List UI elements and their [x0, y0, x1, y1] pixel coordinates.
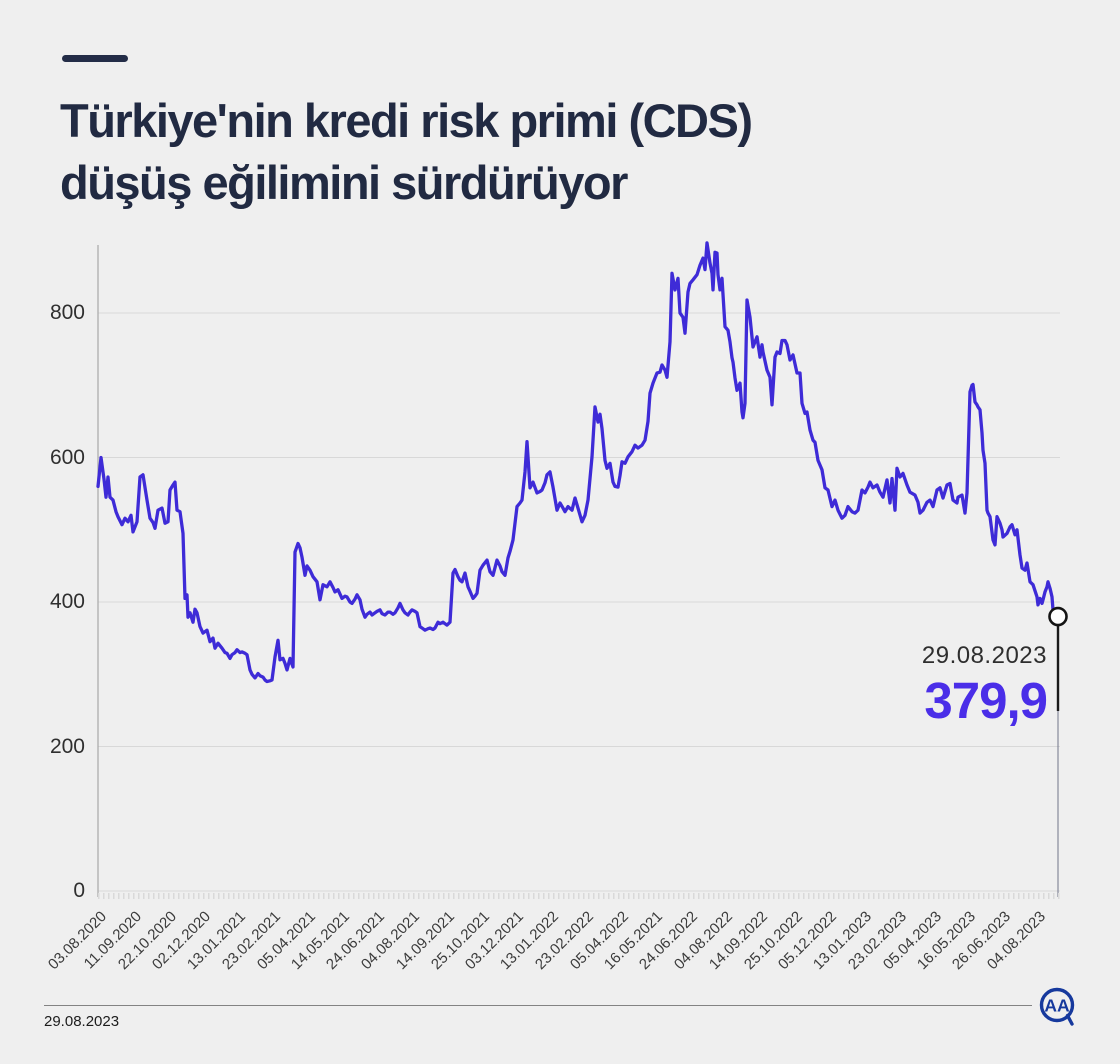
last-point-marker: [1048, 606, 1068, 627]
aa-logo-text: AA: [1044, 996, 1070, 1016]
y-tick-label-0: 0: [73, 879, 85, 902]
annotation-date: 29.08.2023: [921, 642, 1047, 669]
annotation-value: 379,9: [924, 672, 1048, 729]
y-tick-label-600: 600: [49, 445, 85, 469]
aa-logo: AA: [1034, 984, 1080, 1030]
footer-divider: [44, 1005, 1032, 1006]
accent-dash: [62, 55, 128, 62]
aa-logo-leg: [1065, 1013, 1074, 1026]
y-tick-label-200: 200: [49, 734, 85, 758]
y-tick-label-400: 400: [49, 590, 85, 613]
cds-series-line: [96, 241, 1060, 684]
title-line-2: düşüş eğilimini sürdürüyor: [60, 156, 628, 210]
minor-tick-band: [98, 893, 1060, 899]
y-tick-label-800: 800: [49, 301, 85, 324]
aa-logo-circle: [1039, 987, 1075, 1023]
page-title: Türkiye'nin kredi risk primi (CDS) düşüş …: [60, 90, 1040, 214]
title-line-1: Türkiye'nin kredi risk primi (CDS): [60, 94, 753, 147]
footer-date: 29.08.2023: [44, 1013, 120, 1030]
latest-value-annotation: 29.08.2023 379,9: [921, 642, 1048, 730]
